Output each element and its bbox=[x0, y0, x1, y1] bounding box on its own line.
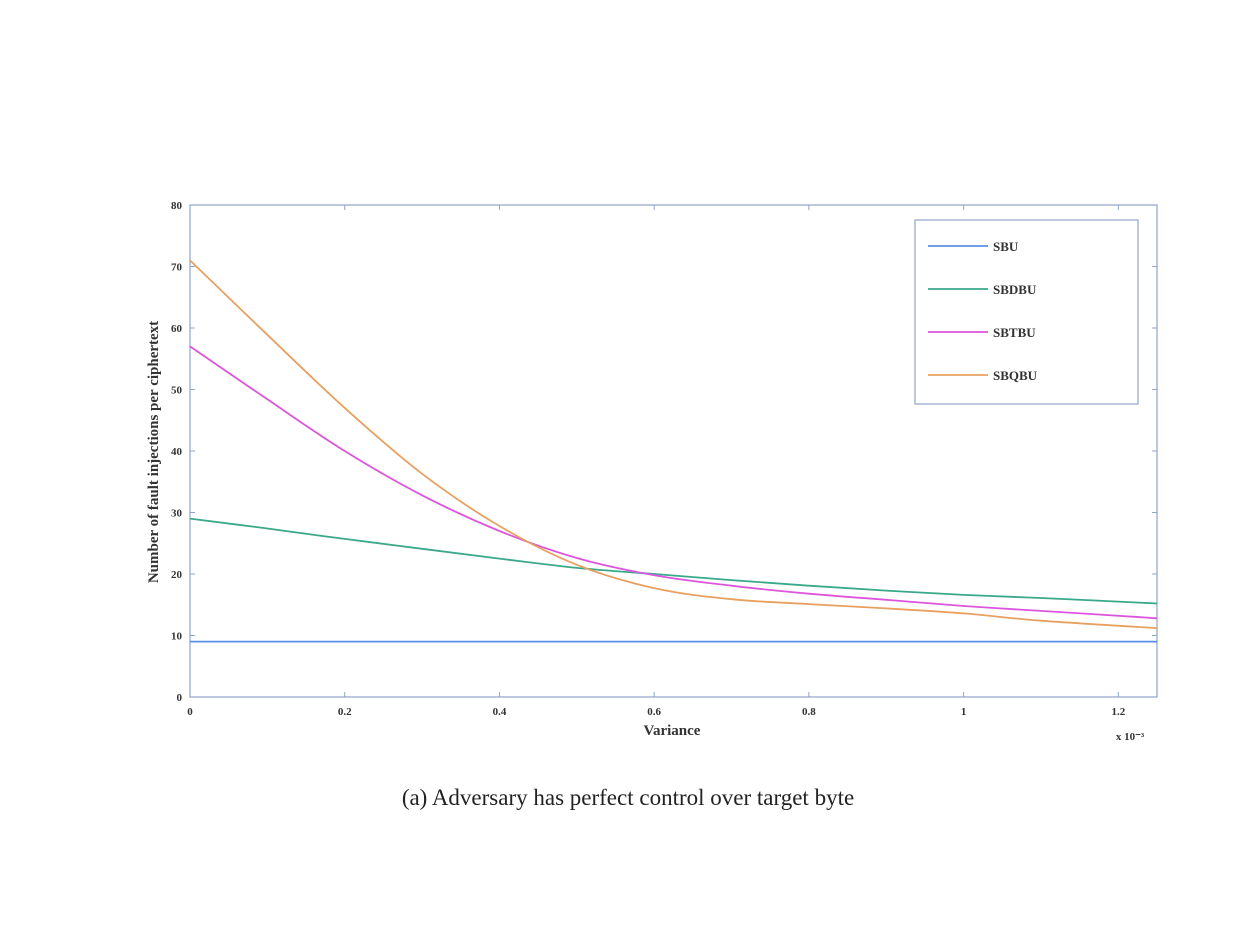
x-tick-label: 1.2 bbox=[1111, 706, 1125, 718]
series-line-sbdbu bbox=[189, 517, 1158, 605]
x-tick-label: 1 bbox=[961, 706, 967, 718]
series-line-sbqbu bbox=[189, 259, 1158, 629]
y-tick-label: 40 bbox=[171, 446, 183, 458]
legend-label-sbdbu: SBDBU bbox=[993, 282, 1037, 297]
y-axis-label: Number of fault injections per ciphertex… bbox=[146, 321, 162, 583]
x-tick-label: 0.8 bbox=[802, 706, 816, 718]
figure-caption: (a) Adversary has perfect control over t… bbox=[401, 785, 855, 810]
x-tick-label: 0.4 bbox=[493, 706, 507, 718]
x-axis: 0 0.2 0.4 0.6 0.8 1 1.2 bbox=[187, 205, 1126, 718]
legend-box bbox=[914, 219, 1139, 405]
y-tick-label: 70 bbox=[171, 262, 183, 274]
series-line-sbtbu bbox=[189, 345, 1158, 620]
y-tick-label: 0 bbox=[177, 692, 183, 704]
legend-label-sbtbu: SBTBU bbox=[993, 325, 1036, 340]
y-tick-label: 50 bbox=[171, 385, 183, 397]
legend: SBU SBDBU SBTBU SBQBU bbox=[914, 219, 1139, 405]
y-tick-label: 10 bbox=[171, 631, 183, 643]
x-axis-multiplier: x 10⁻³ bbox=[1116, 731, 1145, 743]
x-tick-label: 0.6 bbox=[647, 706, 661, 718]
y-tick-label: 30 bbox=[171, 508, 183, 520]
legend-label-sbqbu: SBQBU bbox=[993, 368, 1038, 383]
x-axis-label: Variance bbox=[644, 723, 701, 739]
y-tick-label: 80 bbox=[171, 200, 183, 212]
y-tick-label: 60 bbox=[171, 323, 183, 335]
series-lines bbox=[189, 259, 1158, 643]
y-tick-label: 20 bbox=[171, 569, 183, 581]
x-tick-label: 0 bbox=[187, 706, 193, 718]
y-axis: 0 10 20 30 40 50 60 70 80 bbox=[171, 200, 1157, 704]
legend-label-sbu: SBU bbox=[993, 239, 1019, 254]
x-tick-label: 0.2 bbox=[338, 706, 352, 718]
